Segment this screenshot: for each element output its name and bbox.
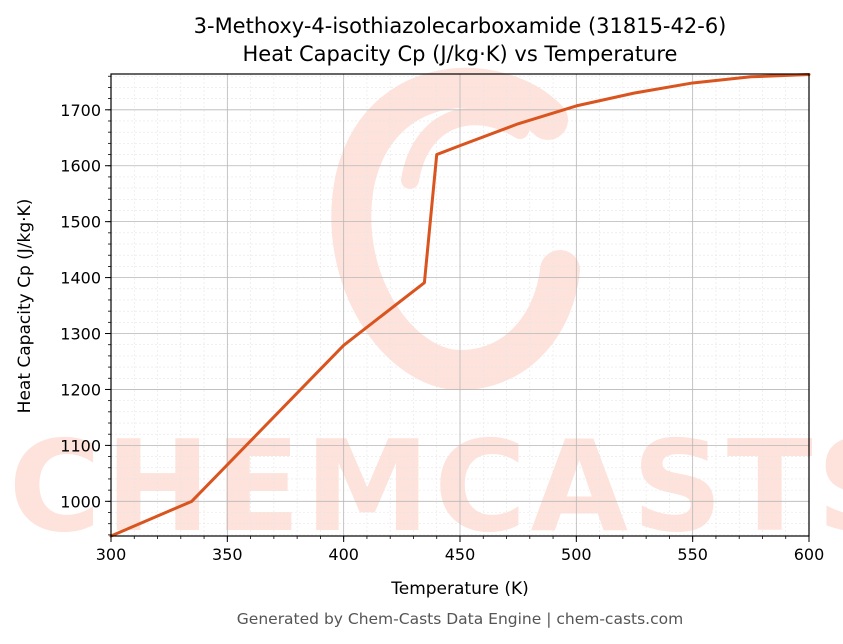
y-tick-label: 1500 (60, 213, 101, 232)
watermark: CHEMCASTS (9, 67, 843, 560)
y-tick-label: 1100 (60, 436, 101, 455)
y-axis-label: Heat Capacity Cp (J/kg·K) (15, 199, 35, 414)
y-tick-label: 1400 (60, 269, 101, 288)
y-tick-label: 1700 (60, 101, 101, 120)
y-tick-label: 1600 (60, 157, 101, 176)
watermark-logo-icon (331, 67, 580, 391)
series-layer (109, 73, 811, 538)
x-tick-label: 500 (561, 545, 592, 564)
x-tick-label: 550 (677, 545, 708, 564)
x-tick-label: 300 (96, 545, 127, 564)
footer-credit: Generated by Chem-Casts Data Engine | ch… (237, 610, 683, 628)
major-grid (110, 74, 810, 536)
heat-capacity-series-line (109, 73, 811, 538)
watermark-text: CHEMCASTS (9, 413, 843, 560)
y-tick-label: 1200 (60, 380, 101, 399)
x-tick-label: 600 (794, 545, 825, 564)
chart-title-line-2: Heat Capacity Cp (J/kg·K) vs Temperature (243, 42, 678, 66)
x-axis-label: Temperature (K) (390, 579, 529, 599)
x-tick-label: 350 (212, 545, 243, 564)
y-tick-labels: 1000 1100 1200 1300 1400 1500 1600 1700 (60, 101, 101, 512)
axis-ticks (105, 75, 810, 542)
x-tick-label: 450 (445, 545, 476, 564)
x-tick-labels: 300 350 400 450 500 550 600 (96, 545, 825, 564)
y-tick-label: 1300 (60, 325, 101, 344)
chart-title-line-1: 3-Methoxy-4-isothiazolecarboxamide (3181… (194, 14, 727, 38)
x-tick-label: 400 (328, 545, 359, 564)
y-tick-label: 1000 (60, 492, 101, 511)
